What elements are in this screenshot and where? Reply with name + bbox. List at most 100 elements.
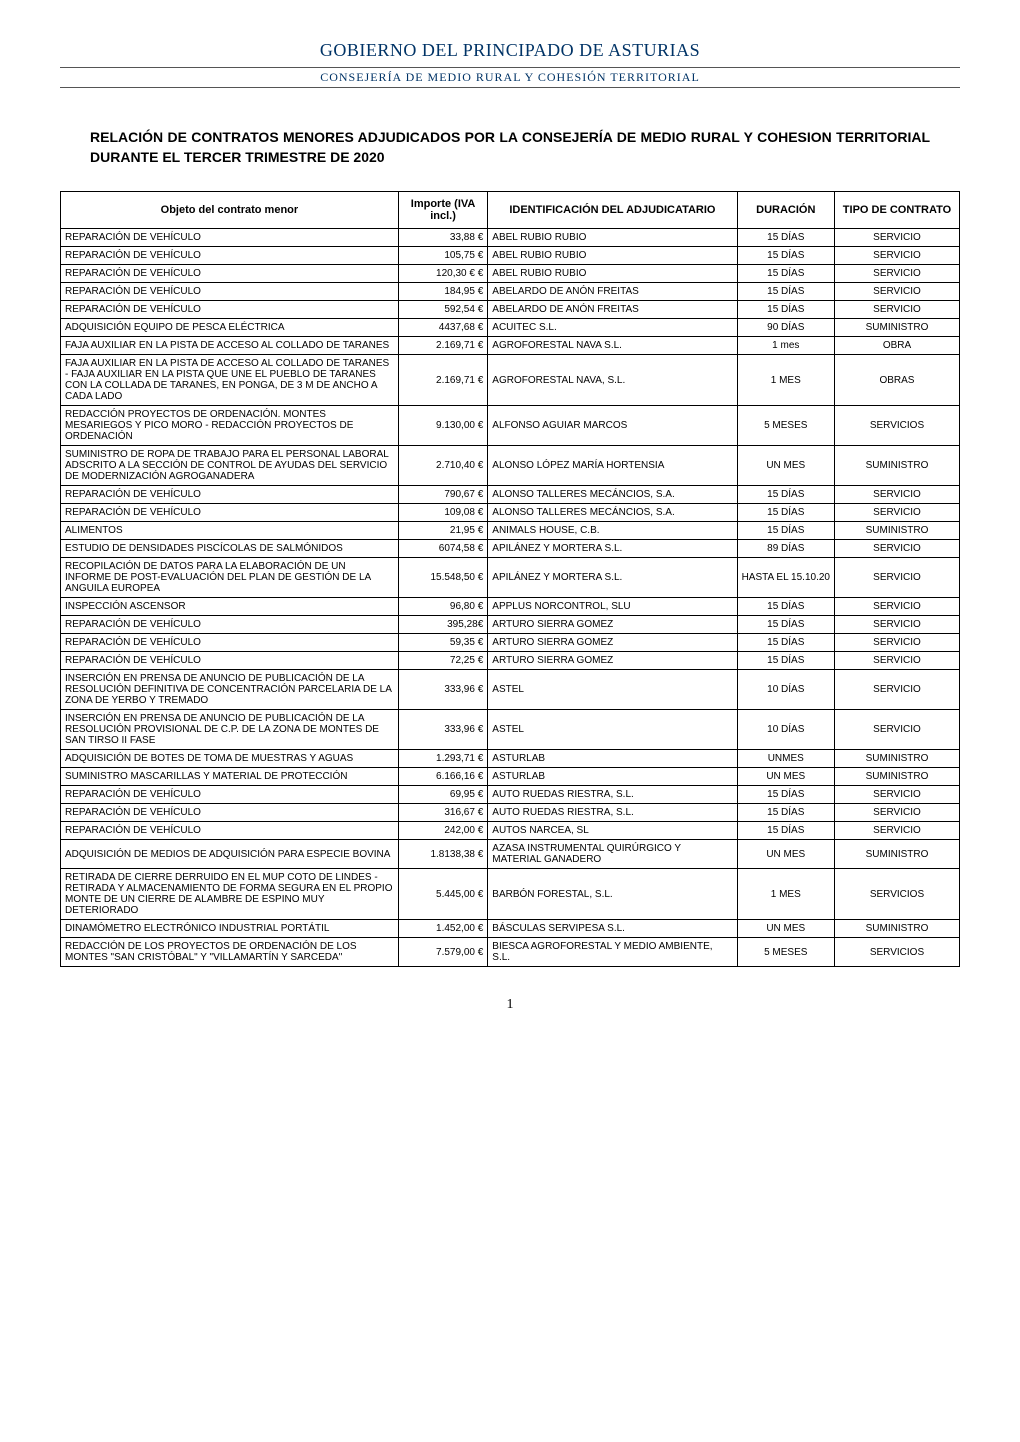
table-cell: 15 DÍAS xyxy=(737,504,834,522)
table-row: REPARACIÓN DE VEHÍCULO242,00 €AUTOS NARC… xyxy=(61,822,960,840)
table-cell: 242,00 € xyxy=(398,822,487,840)
table-cell: REPARACIÓN DE VEHÍCULO xyxy=(61,822,399,840)
table-cell: SERVICIO xyxy=(834,616,959,634)
table-cell: FAJA AUXILIAR EN LA PISTA DE ACCESO AL C… xyxy=(61,355,399,406)
table-cell: 1 mes xyxy=(737,337,834,355)
table-cell: 69,95 € xyxy=(398,786,487,804)
table-cell: AGROFORESTAL NAVA, S.L. xyxy=(488,355,737,406)
table-cell: REDACCIÓN PROYECTOS DE ORDENACIÓN. MONTE… xyxy=(61,406,399,446)
table-row: REPARACIÓN DE VEHÍCULO395,28€ARTURO SIER… xyxy=(61,616,960,634)
table-cell: ABEL RUBIO RUBIO xyxy=(488,265,737,283)
org-text: GOBIERNO DEL PRINCIPADO DE ASTURIAS xyxy=(320,40,700,60)
table-cell: SUMINISTRO DE ROPA DE TRABAJO PARA EL PE… xyxy=(61,446,399,486)
table-cell: ARTURO SIERRA GOMEZ xyxy=(488,652,737,670)
table-cell: 21,95 € xyxy=(398,522,487,540)
table-cell: 15 DÍAS xyxy=(737,616,834,634)
table-row: INSERCIÓN EN PRENSA DE ANUNCIO DE PUBLIC… xyxy=(61,670,960,710)
table-cell: OBRA xyxy=(834,337,959,355)
table-row: REPARACIÓN DE VEHÍCULO59,35 €ARTURO SIER… xyxy=(61,634,960,652)
table-cell: SERVICIO xyxy=(834,247,959,265)
table-cell: SUMINISTRO xyxy=(834,319,959,337)
table-row: REPARACIÓN DE VEHÍCULO69,95 €AUTO RUEDAS… xyxy=(61,786,960,804)
table-row: REPARACIÓN DE VEHÍCULO592,54 €ABELARDO D… xyxy=(61,301,960,319)
table-cell: 15 DÍAS xyxy=(737,634,834,652)
table-cell: SERVICIO xyxy=(834,229,959,247)
table-cell: SERVICIO xyxy=(834,540,959,558)
table-cell: 1.452,00 € xyxy=(398,920,487,938)
table-cell: UNMES xyxy=(737,750,834,768)
table-cell: 2.169,71 € xyxy=(398,355,487,406)
table-cell: SUMINISTRO xyxy=(834,840,959,869)
table-cell: 1 MES xyxy=(737,869,834,920)
table-cell: ABELARDO DE ANÓN FREITAS xyxy=(488,283,737,301)
table-cell: SUMINISTRO xyxy=(834,522,959,540)
table-cell: UN MES xyxy=(737,446,834,486)
table-cell: ADQUISICIÓN DE MEDIOS DE ADQUISICIÓN PAR… xyxy=(61,840,399,869)
table-cell: 15 DÍAS xyxy=(737,247,834,265)
table-cell: SERVICIO xyxy=(834,283,959,301)
table-cell: 395,28€ xyxy=(398,616,487,634)
table-cell: REPARACIÓN DE VEHÍCULO xyxy=(61,486,399,504)
table-cell: SERVICIO xyxy=(834,558,959,598)
table-cell: 15 DÍAS xyxy=(737,301,834,319)
table-row: REPARACIÓN DE VEHÍCULO316,67 €AUTO RUEDA… xyxy=(61,804,960,822)
header-rule-bottom xyxy=(60,87,960,88)
table-row: DINAMÓMETRO ELECTRÓNICO INDUSTRIAL PORTÁ… xyxy=(61,920,960,938)
table-cell: SERVICIO xyxy=(834,504,959,522)
table-container: Objeto del contrato menor Importe (IVA i… xyxy=(60,191,960,967)
table-row: REPARACIÓN DE VEHÍCULO790,67 €ALONSO TAL… xyxy=(61,486,960,504)
table-cell: 96,80 € xyxy=(398,598,487,616)
header-rule-top xyxy=(60,67,960,68)
table-cell: 105,75 € xyxy=(398,247,487,265)
table-cell: 10 DÍAS xyxy=(737,710,834,750)
header-department: CONSEJERÍA DE MEDIO RURAL Y COHESIÓN TER… xyxy=(60,70,960,85)
table-cell: REPARACIÓN DE VEHÍCULO xyxy=(61,616,399,634)
table-cell: 1.293,71 € xyxy=(398,750,487,768)
table-cell: 592,54 € xyxy=(398,301,487,319)
table-cell: SERVICIO xyxy=(834,598,959,616)
table-cell: OBRAS xyxy=(834,355,959,406)
table-cell: ARTURO SIERRA GOMEZ xyxy=(488,634,737,652)
table-cell: APILÁNEZ Y MORTERA S.L. xyxy=(488,558,737,598)
table-cell: 316,67 € xyxy=(398,804,487,822)
table-cell: SERVICIO xyxy=(834,265,959,283)
table-cell: 6.166,16 € xyxy=(398,768,487,786)
table-cell: 5 MESES xyxy=(737,938,834,967)
table-cell: ANIMALS HOUSE, C.B. xyxy=(488,522,737,540)
table-row: ADQUISICIÓN EQUIPO DE PESCA ELÉCTRICA443… xyxy=(61,319,960,337)
table-cell: ALIMENTOS xyxy=(61,522,399,540)
table-cell: SERVICIOS xyxy=(834,869,959,920)
table-cell: 5 MESES xyxy=(737,406,834,446)
table-cell: 33,88 € xyxy=(398,229,487,247)
table-body: REPARACIÓN DE VEHÍCULO33,88 €ABEL RUBIO … xyxy=(61,229,960,967)
table-cell: 72,25 € xyxy=(398,652,487,670)
table-cell: UN MES xyxy=(737,840,834,869)
table-cell: SERVICIO xyxy=(834,786,959,804)
table-cell: REPARACIÓN DE VEHÍCULO xyxy=(61,301,399,319)
table-cell: SUMINISTRO xyxy=(834,920,959,938)
table-cell: SERVICIOS xyxy=(834,938,959,967)
table-cell: REPARACIÓN DE VEHÍCULO xyxy=(61,247,399,265)
table-row: ESTUDIO DE DENSIDADES PISCÍCOLAS DE SALM… xyxy=(61,540,960,558)
table-cell: HASTA EL 15.10.20 xyxy=(737,558,834,598)
table-row: REDACCIÓN PROYECTOS DE ORDENACIÓN. MONTE… xyxy=(61,406,960,446)
col-header-adjudicatario: IDENTIFICACIÓN DEL ADJUDICATARIO xyxy=(488,192,737,229)
table-cell: REPARACIÓN DE VEHÍCULO xyxy=(61,786,399,804)
table-cell: 9.130,00 € xyxy=(398,406,487,446)
table-cell: ALFONSO AGUIAR MARCOS xyxy=(488,406,737,446)
table-cell: INSPECCIÓN ASCENSOR xyxy=(61,598,399,616)
table-cell: 15 DÍAS xyxy=(737,265,834,283)
table-cell: ASTEL xyxy=(488,670,737,710)
table-cell: ASTURLAB xyxy=(488,750,737,768)
table-cell: SERVICIO xyxy=(834,634,959,652)
table-cell: SERVICIO xyxy=(834,652,959,670)
table-cell: 15 DÍAS xyxy=(737,786,834,804)
table-cell: ARTURO SIERRA GOMEZ xyxy=(488,616,737,634)
table-cell: 4437,68 € xyxy=(398,319,487,337)
table-cell: 5.445,00 € xyxy=(398,869,487,920)
table-row: ADQUISICIÓN DE BOTES DE TOMA DE MUESTRAS… xyxy=(61,750,960,768)
table-cell: 89 DÍAS xyxy=(737,540,834,558)
table-cell: 120,30 € € xyxy=(398,265,487,283)
table-cell: UN MES xyxy=(737,768,834,786)
table-cell: 2.169,71 € xyxy=(398,337,487,355)
